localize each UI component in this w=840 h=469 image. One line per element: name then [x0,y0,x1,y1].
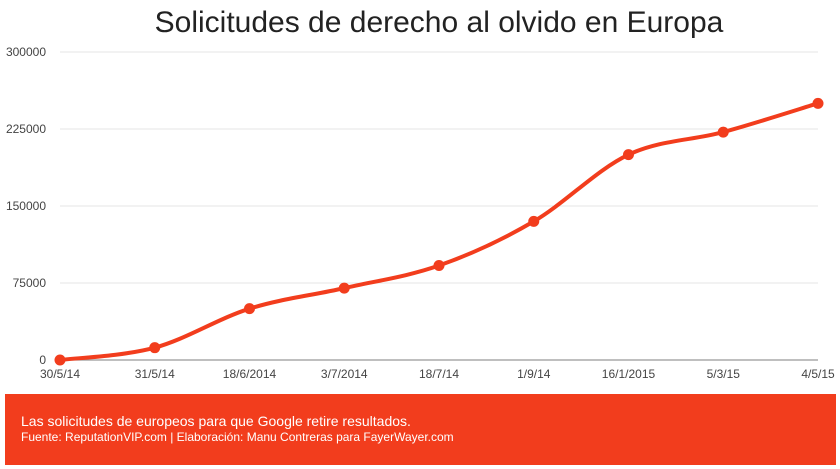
data-point [149,342,161,354]
data-point [338,282,350,294]
x-tick-label: 3/7/2014 [321,367,368,381]
x-tick-label: 18/7/14 [419,367,459,381]
series-line [58,101,820,362]
data-point [528,215,540,227]
grid-lines [60,51,818,361]
data-point [244,303,255,315]
data-point [717,126,729,138]
y-tick-label: 0 [39,353,46,367]
footer-source: Fuente: ReputationVIP.com | Elaboración:… [21,430,454,444]
footer-description: Las solicitudes de europeos para que Goo… [21,413,411,429]
chart-title: Solicitudes de derecho al olvido en Euro… [155,6,724,39]
x-tick-label: 5/3/15 [707,367,741,381]
x-tick-label: 4/5/15 [801,367,835,381]
x-tick-label: 18/6/2014 [223,367,277,381]
line-chart: Solicitudes de derecho al olvido en Euro… [6,6,835,381]
x-tick-label: 16/1/2015 [602,367,656,381]
series-group [54,97,824,366]
y-tick-label: 75000 [13,276,47,290]
y-axis-ticks: 0 75000 150000 225000 300000 [6,45,46,367]
data-point [433,260,445,272]
y-tick-label: 150000 [6,199,46,213]
x-tick-label: 1/9/14 [517,367,551,381]
data-point [812,97,824,109]
x-tick-label: 30/5/14 [40,367,80,381]
y-tick-label: 300000 [6,45,46,59]
footer-banner: Las solicitudes de europeos para que Goo… [5,394,836,465]
data-point [54,354,66,366]
x-tick-label: 31/5/14 [135,367,175,381]
x-axis-ticks: 30/5/14 31/5/14 18/6/2014 3/7/2014 18/7/14 1/… [40,367,835,381]
y-tick-label: 225000 [6,122,46,136]
data-point [623,149,634,161]
